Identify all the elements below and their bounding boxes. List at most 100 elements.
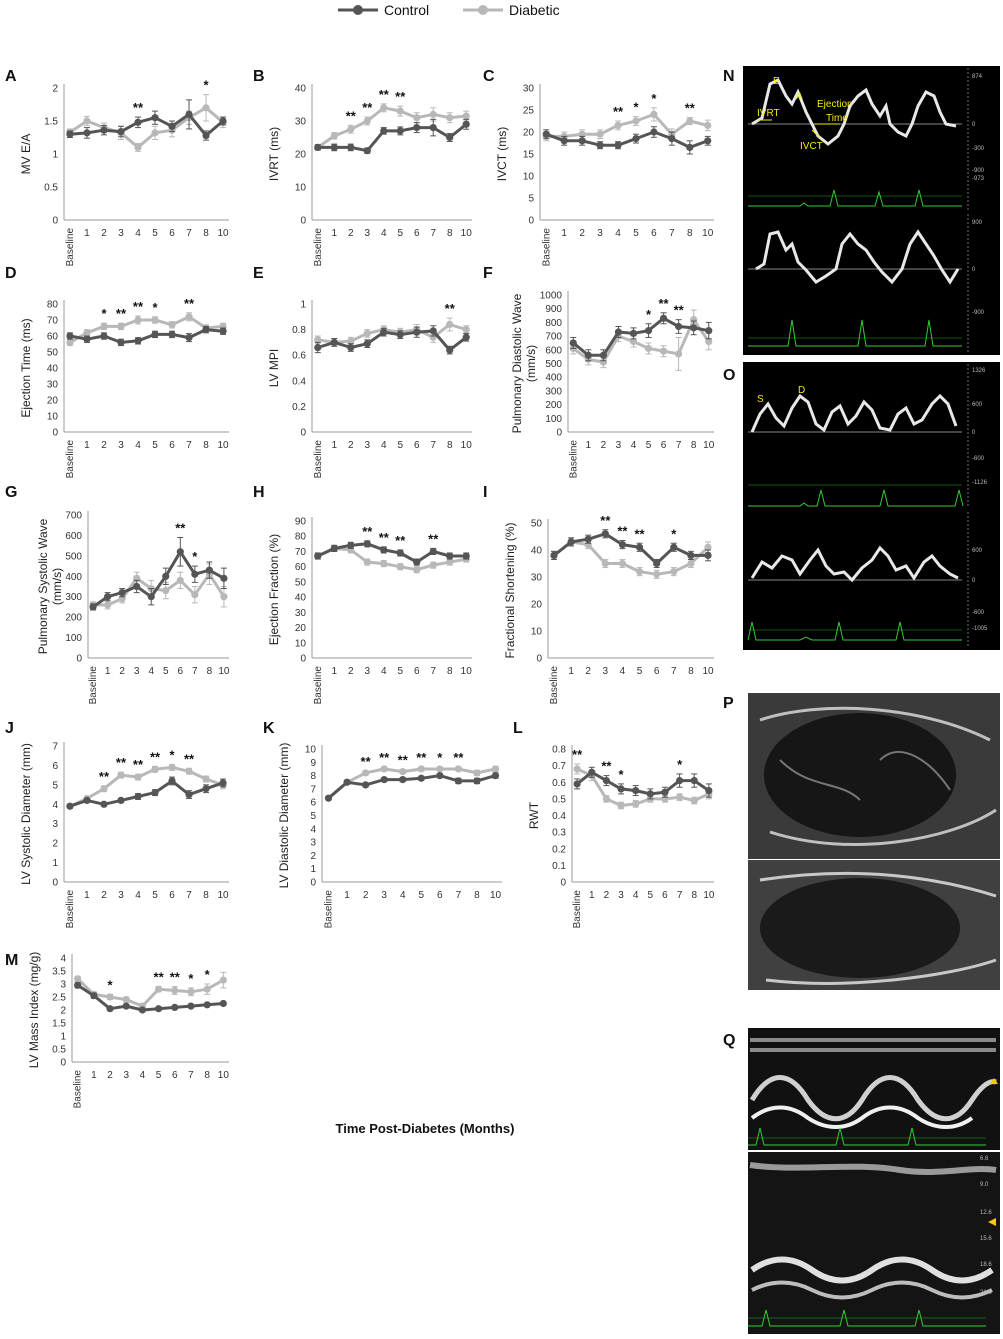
data-point — [134, 118, 142, 126]
echo-N-bottom-scale-2: -900 — [972, 310, 985, 316]
significance-marker: ** — [674, 303, 685, 318]
echo-P-top-wall — [759, 706, 997, 846]
data-point — [632, 800, 640, 808]
data-point — [569, 339, 577, 347]
x-tick-label: 4 — [615, 228, 621, 239]
y-tick-label: 30 — [531, 573, 543, 584]
x-tick-label: 3 — [364, 666, 370, 677]
series-line-control — [92, 550, 225, 609]
significance-marker: * — [677, 757, 683, 772]
significance-marker: ** — [133, 100, 144, 115]
x-tick-label: 10 — [217, 228, 229, 239]
echo-Q-top-mmode-upper — [750, 1038, 996, 1052]
data-point — [396, 549, 404, 557]
x-tick-label: 6 — [169, 440, 175, 451]
data-point — [202, 326, 210, 334]
x-tick-label: 3 — [364, 440, 370, 451]
significance-marker: ** — [184, 751, 195, 766]
y-tick-label: 0.5 — [552, 794, 566, 805]
echo-O-top-ecg — [748, 489, 964, 507]
series-control — [66, 325, 227, 347]
data-point — [363, 540, 371, 548]
data-point — [446, 320, 454, 329]
significance-marker: ** — [154, 970, 165, 985]
data-point — [380, 765, 388, 773]
data-point — [66, 130, 74, 138]
y-tick-label: 90 — [295, 517, 307, 528]
y-tick-label: 20 — [531, 600, 543, 611]
data-point — [668, 135, 676, 143]
echo-Q-top-mmode-lower — [750, 1105, 974, 1129]
x-tick-label: 2 — [101, 228, 107, 239]
data-point — [413, 566, 421, 574]
data-point — [162, 586, 170, 595]
significance-marker: ** — [346, 108, 357, 123]
y-tick-label: 0 — [76, 654, 82, 665]
panel-L: L 0 0.1 0.2 0.3 0.4 0.5 0.6 0.7 0.8 RWT Baseline 1 2 3… — [513, 720, 715, 928]
x-tick-label: 6 — [414, 228, 420, 239]
x-tick-label: 10 — [703, 440, 715, 451]
data-point — [330, 544, 338, 553]
significance-marker: ** — [617, 524, 628, 539]
x-tick-label: Baseline — [73, 1070, 84, 1109]
echo-O-top-image — [743, 362, 1000, 510]
series-control — [569, 312, 713, 362]
data-point — [343, 778, 351, 786]
data-point — [491, 765, 500, 773]
significance-marker: ** — [379, 530, 390, 545]
x-tick-label: 7 — [188, 1070, 194, 1081]
data-point — [429, 110, 437, 118]
data-point — [413, 558, 421, 566]
data-point — [380, 775, 388, 784]
x-tick-label: 2 — [604, 890, 610, 901]
series-line-control — [69, 328, 224, 344]
data-point — [380, 104, 388, 112]
y-tick-label: 1 — [60, 1032, 66, 1043]
panel-label-G: G — [5, 484, 17, 501]
y-tick-label: 100 — [545, 414, 562, 425]
data-point — [330, 132, 338, 140]
panel-label-L: L — [513, 720, 523, 737]
echo-Q-bottom-image — [748, 1152, 1000, 1334]
data-point — [687, 551, 695, 560]
data-point — [446, 552, 454, 560]
series-line-diabetic — [76, 977, 225, 1008]
echo-Q-bottom-ecg — [748, 1309, 986, 1327]
data-point — [473, 769, 481, 777]
series-line-control — [545, 130, 709, 149]
data-point — [644, 344, 653, 353]
y-tick-label: 60 — [47, 332, 59, 343]
x-tick-label: 6 — [414, 440, 420, 451]
series-line-control — [317, 329, 468, 352]
data-point — [436, 772, 444, 780]
data-point — [104, 601, 112, 609]
significance-marker: * — [169, 747, 175, 762]
data-point — [185, 313, 193, 321]
series-line-diabetic — [69, 765, 224, 808]
panel-label-B: B — [253, 68, 265, 85]
series-line-diabetic — [546, 112, 709, 138]
data-point — [644, 327, 653, 335]
data-point — [396, 331, 404, 339]
data-point — [675, 776, 684, 785]
echo-N-top-scale-0: 874 — [972, 74, 983, 80]
significance-marker: * — [633, 100, 639, 115]
data-point — [413, 328, 421, 336]
data-point — [462, 552, 470, 560]
y-tick-label: 8 — [310, 771, 316, 782]
data-point — [396, 127, 404, 135]
data-point — [220, 574, 228, 582]
data-point — [363, 329, 371, 338]
data-point — [462, 120, 470, 128]
y-tick-label: 0 — [60, 1058, 66, 1069]
data-point — [588, 768, 596, 776]
significance-marker: ** — [453, 750, 464, 765]
y-tick-label: 0 — [52, 428, 58, 439]
x-tick-label: 3 — [381, 890, 387, 901]
data-point — [133, 582, 141, 591]
x-tick-label: 7 — [677, 890, 683, 901]
y-tick-label: 600 — [65, 531, 82, 542]
data-point — [151, 765, 159, 773]
data-point — [560, 137, 568, 145]
